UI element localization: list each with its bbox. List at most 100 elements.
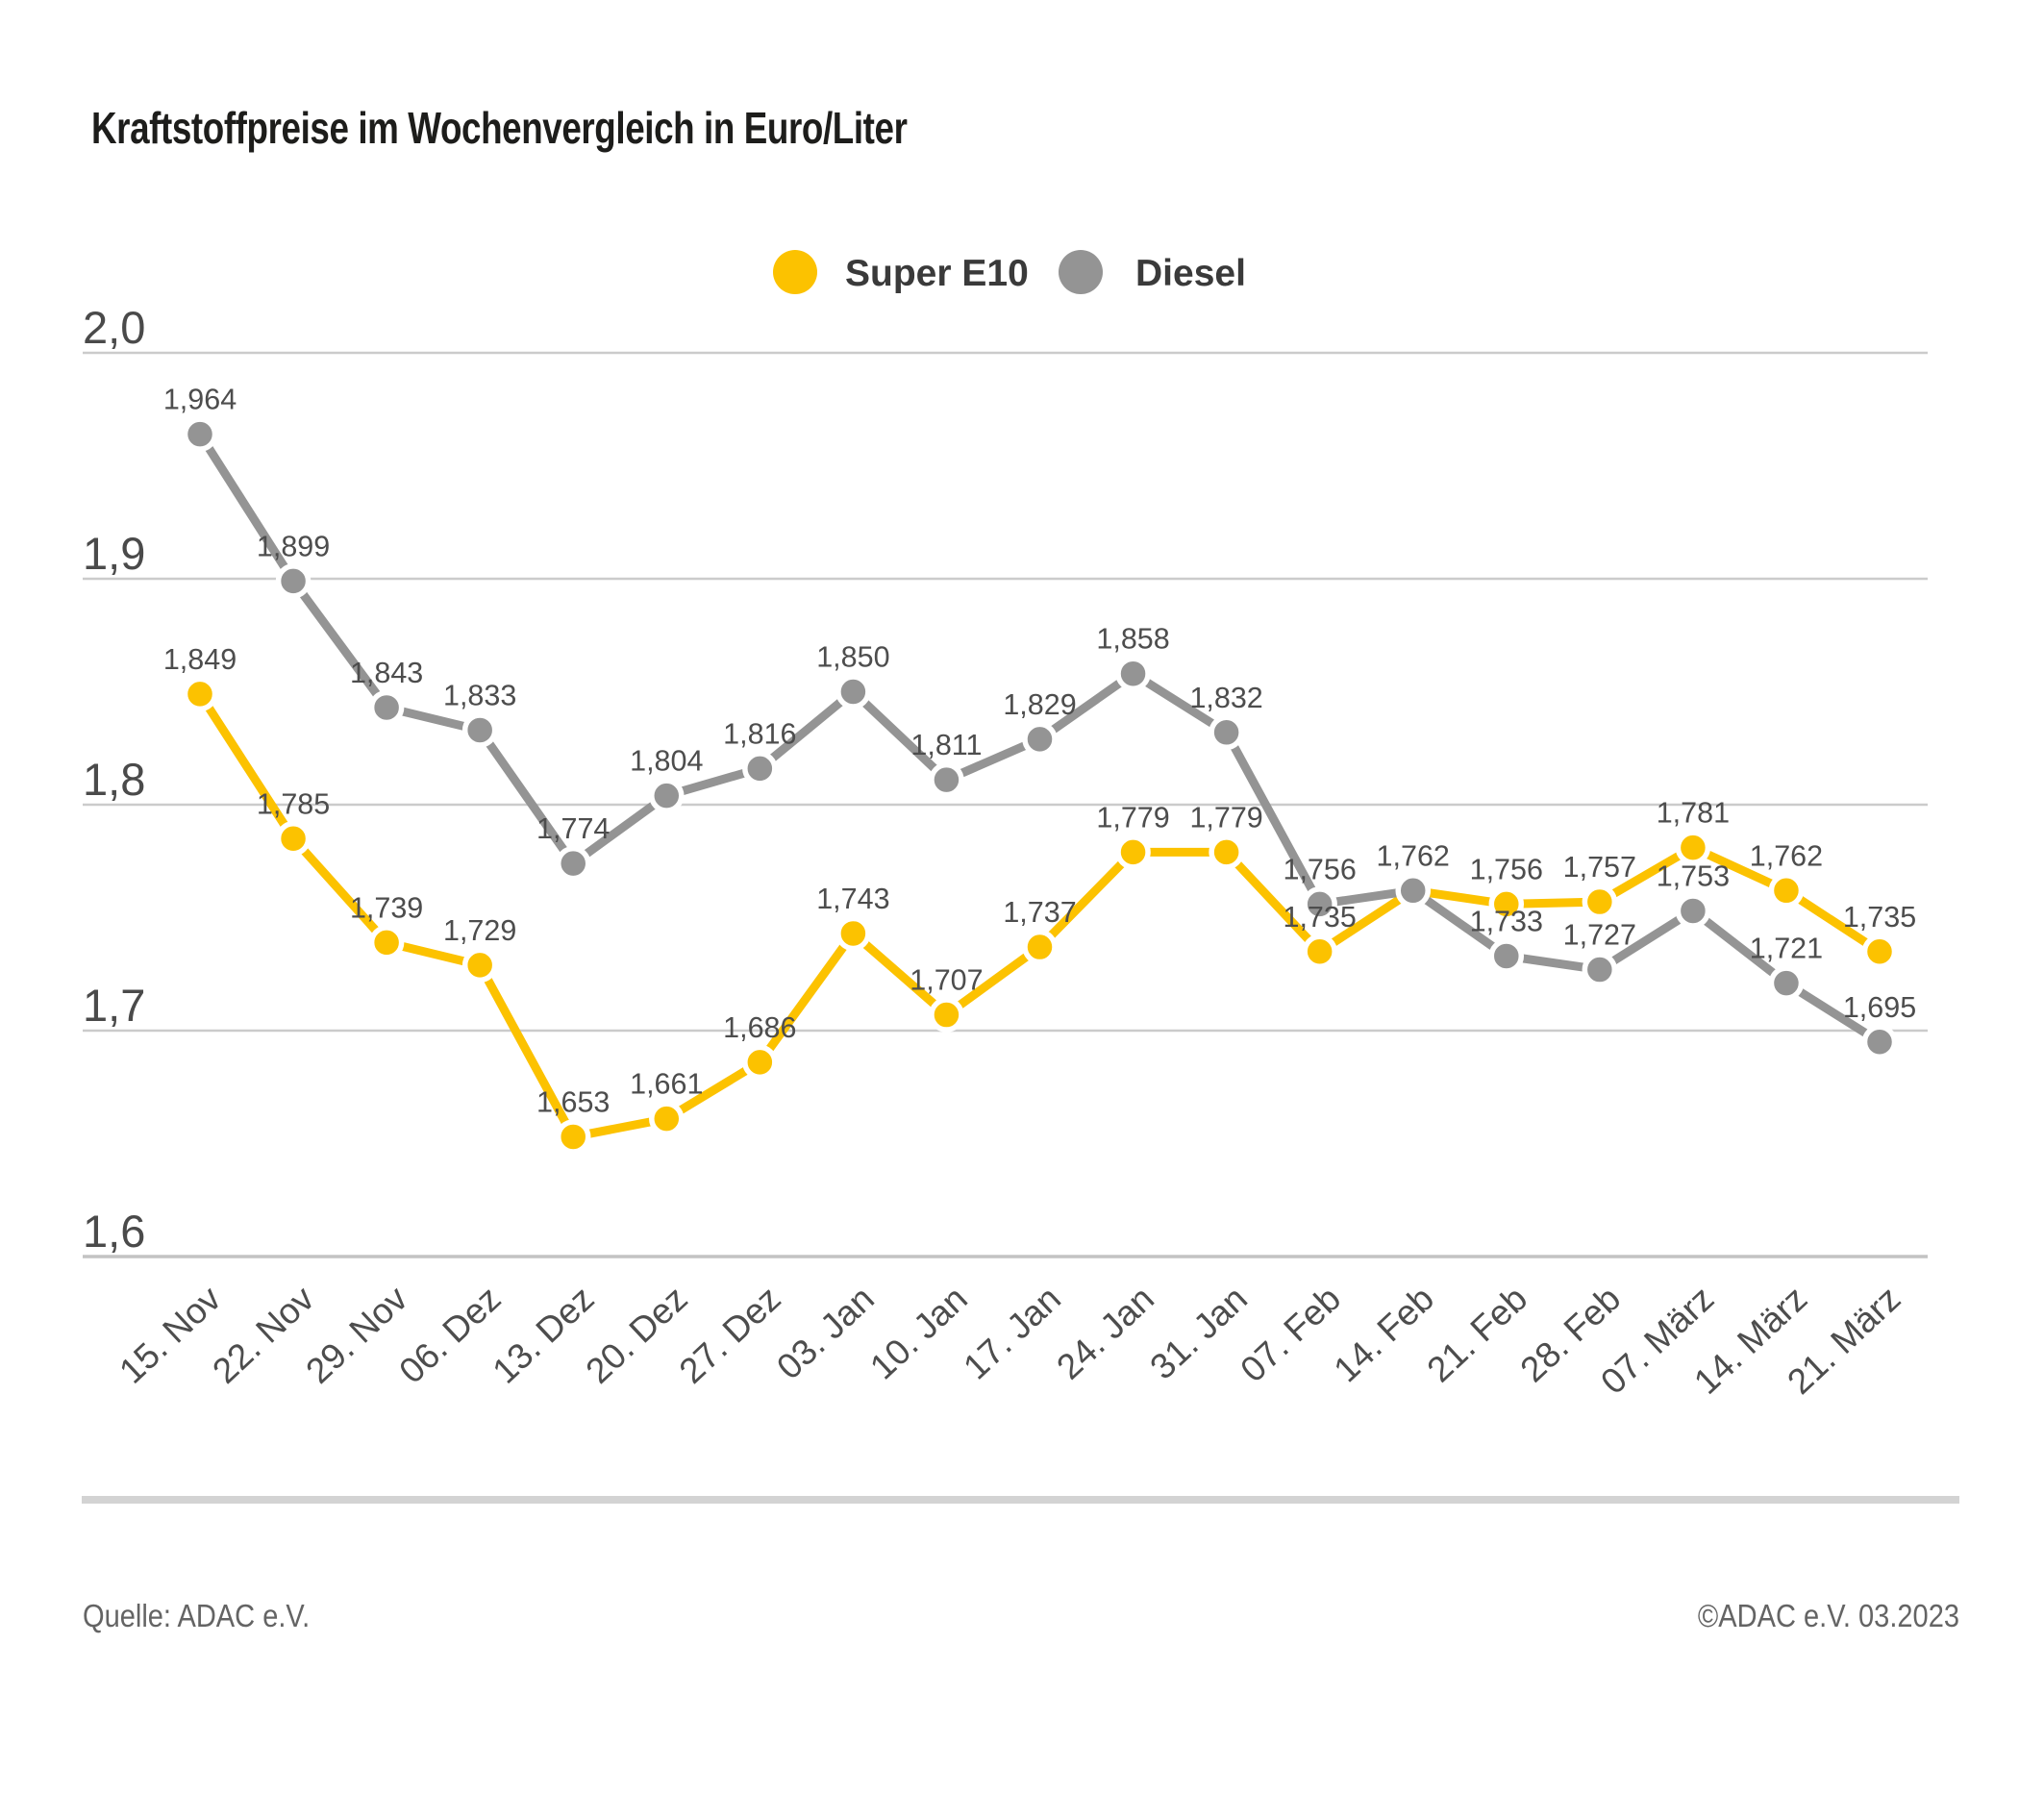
diesel-point xyxy=(1675,893,1711,929)
super-e10-point xyxy=(1861,934,1898,969)
diesel-point xyxy=(649,778,685,813)
source-note: Quelle: ADAC e.V. xyxy=(83,1598,310,1633)
super-e10-point xyxy=(835,915,871,952)
super-e10-point xyxy=(742,1044,778,1081)
copyright-note: ©ADAC e.V. 03.2023 xyxy=(1698,1598,1959,1633)
x-tick-label: 20. Dez xyxy=(579,1279,695,1391)
super-e10-point xyxy=(1022,929,1058,965)
diesel-value-label: 1,832 xyxy=(1189,682,1262,714)
super-e10-point xyxy=(368,925,405,960)
x-tick-label: 29. Nov xyxy=(298,1279,415,1391)
diesel-point xyxy=(1302,886,1337,922)
x-tick-label: 10. Jan xyxy=(862,1279,975,1387)
super-e10-point xyxy=(1302,934,1337,969)
x-tick-label: 27. Dez xyxy=(672,1279,788,1391)
x-tick-label: 03. Jan xyxy=(769,1279,882,1387)
diesel-point xyxy=(461,712,498,748)
super-e10-value-label: 1,779 xyxy=(1189,801,1262,834)
diesel-value-label: 1,774 xyxy=(536,812,610,845)
diesel-point xyxy=(835,674,871,710)
diesel-point xyxy=(555,845,591,882)
super-e10-value-label: 1,653 xyxy=(536,1085,610,1118)
super-e10-value-label: 1,735 xyxy=(1843,901,1916,934)
diesel-value-label: 1,733 xyxy=(1470,905,1543,937)
diesel-value-label: 1,762 xyxy=(1377,839,1450,872)
super-e10-point xyxy=(1209,834,1244,870)
diesel-legend-swatch xyxy=(1059,250,1103,294)
y-tick-label: 1,8 xyxy=(83,754,145,805)
super-e10-value-label: 1,762 xyxy=(1750,839,1823,872)
super-e10-point xyxy=(1488,886,1525,922)
diesel-point xyxy=(1488,938,1525,974)
y-tick-label: 1,6 xyxy=(83,1206,145,1257)
y-tick-label: 1,9 xyxy=(83,528,145,579)
x-tick-label: 17. Jan xyxy=(956,1279,1068,1387)
x-tick-label: 31. Jan xyxy=(1142,1279,1255,1387)
diesel-point xyxy=(275,563,312,599)
diesel-value-label: 1,858 xyxy=(1096,623,1169,656)
diesel-value-label: 1,833 xyxy=(443,679,516,711)
super-e10-point xyxy=(649,1101,685,1136)
super-e10-point xyxy=(275,821,312,857)
diesel-value-label: 1,727 xyxy=(1563,919,1636,952)
footer-divider xyxy=(82,1496,1959,1504)
diesel-value-label: 1,804 xyxy=(630,745,703,778)
x-tick-label: 07. Feb xyxy=(1233,1279,1348,1390)
diesel-point xyxy=(1209,714,1244,751)
diesel-value-label: 1,753 xyxy=(1657,859,1730,892)
diesel-value-label: 1,816 xyxy=(723,717,796,750)
super-e10-value-label: 1,757 xyxy=(1563,851,1636,884)
diesel-value-label: 1,756 xyxy=(1284,853,1357,885)
grid: 2,0 1,9 1,8 1,7 1,6 xyxy=(83,302,1928,1258)
super-e10-point xyxy=(1115,834,1151,870)
diesel-value-label: 1,829 xyxy=(1003,688,1076,721)
diesel-point xyxy=(368,689,405,726)
x-tick-label: 06. Dez xyxy=(391,1279,508,1391)
diesel-point xyxy=(1582,952,1618,987)
diesel-point xyxy=(1115,656,1151,691)
diesel-point xyxy=(1768,965,1805,1001)
super-e10-value-label: 1,779 xyxy=(1096,801,1169,834)
super-e10-point xyxy=(555,1119,591,1155)
super-e10-value-label: 1,849 xyxy=(163,643,237,676)
super-e10-point xyxy=(929,997,964,1033)
y-tick-label: 1,7 xyxy=(83,980,145,1031)
super-e10-value-label: 1,737 xyxy=(1003,896,1076,929)
y-tick-label: 2,0 xyxy=(83,302,145,353)
x-tick-label: 22. Nov xyxy=(205,1279,322,1391)
x-tick-label: 13. Dez xyxy=(485,1279,601,1391)
diesel-value-label: 1,964 xyxy=(163,384,237,416)
x-tick-label: 14. Feb xyxy=(1326,1279,1441,1390)
super-e10-value-label: 1,756 xyxy=(1470,853,1543,885)
diesel-value-label: 1,811 xyxy=(910,729,982,761)
chart-title: Kraftstoffpreise im Wochenvergleich in E… xyxy=(91,103,908,153)
super-e10-point xyxy=(1582,884,1618,920)
super-e10-value-label: 1,729 xyxy=(443,914,516,947)
x-tick-label: 24. Jan xyxy=(1049,1279,1161,1387)
diesel-value-label: 1,695 xyxy=(1843,991,1916,1024)
diesel-point xyxy=(1022,721,1058,758)
diesel-value-label: 1,850 xyxy=(816,641,889,674)
legend: Super E10 Diesel xyxy=(773,250,1246,294)
super-e10-point xyxy=(461,947,498,984)
diesel-value-label: 1,899 xyxy=(257,530,330,562)
series xyxy=(182,416,1898,1155)
super-e10-value-label: 1,735 xyxy=(1284,901,1357,934)
diesel-point xyxy=(1861,1024,1898,1059)
diesel-value-label: 1,721 xyxy=(1750,933,1823,965)
x-tick-label: 21. Feb xyxy=(1419,1279,1534,1390)
diesel-point xyxy=(182,416,218,452)
super-e10-value-label: 1,661 xyxy=(630,1068,703,1101)
super-e10-value-label: 1,743 xyxy=(816,883,889,915)
value-labels: 1,849 1,785 1,739 1,729 1,653 1,661 1,686 1,743… xyxy=(163,384,1916,1119)
super-e10-value-label: 1,707 xyxy=(910,964,983,997)
super-e10-value-label: 1,781 xyxy=(1657,797,1730,830)
diesel-point xyxy=(742,751,778,786)
super-e10-legend-swatch xyxy=(773,250,817,294)
diesel-point xyxy=(929,761,964,798)
super-e10-point xyxy=(1675,830,1711,865)
super-e10-value-label: 1,739 xyxy=(350,891,423,924)
diesel-point xyxy=(1395,873,1431,909)
